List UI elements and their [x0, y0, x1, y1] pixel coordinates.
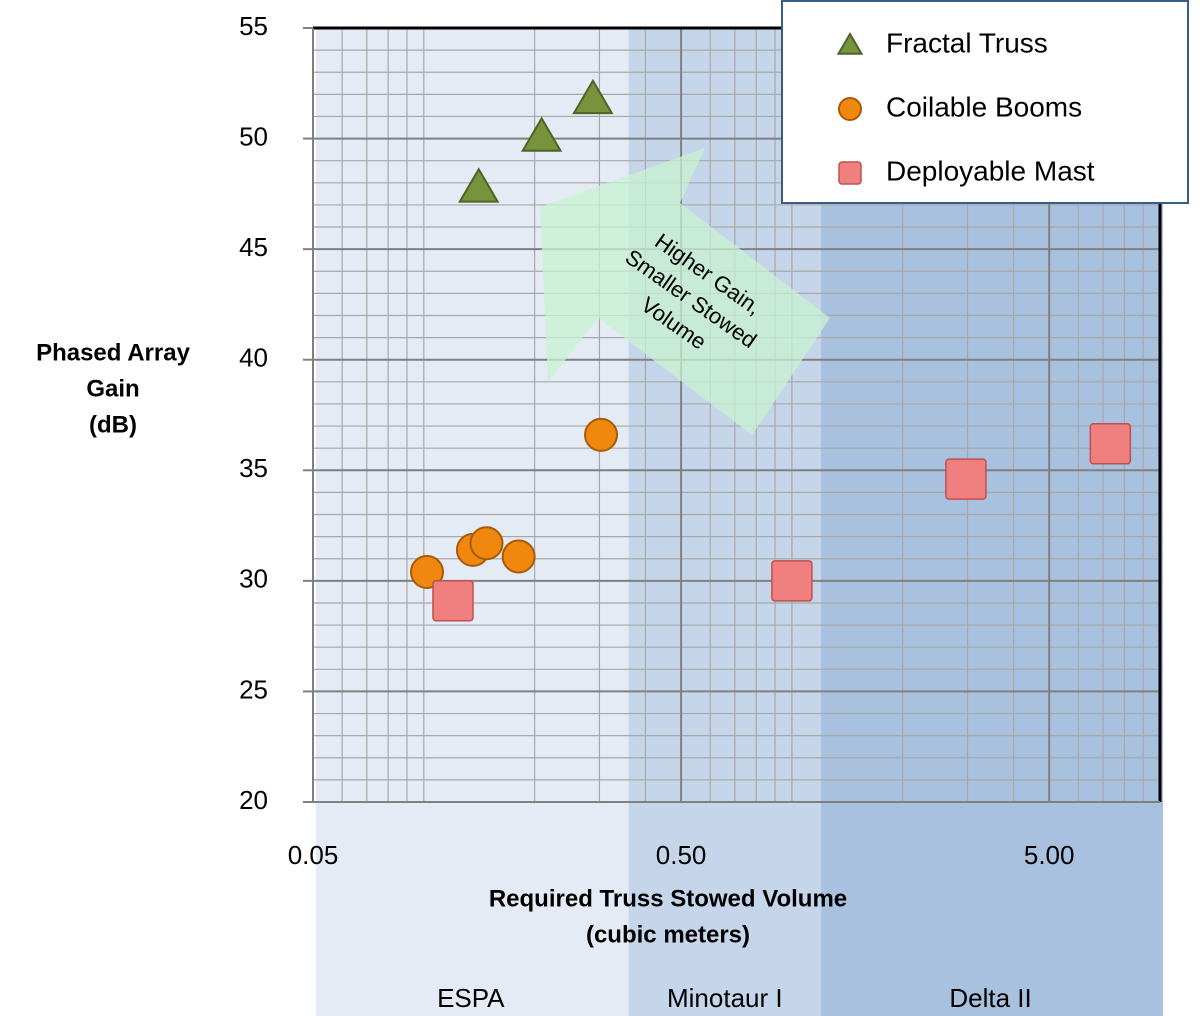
y-tick-label: 50	[239, 121, 268, 151]
marker-triangle	[836, 32, 864, 55]
y-tick-label: 20	[239, 785, 268, 815]
marker-circle	[584, 417, 619, 452]
marker-triangle	[458, 167, 500, 203]
labels: ESPA Minotaur I Delta II 0.05 0.50 5.00 20 25 30…	[36, 11, 1074, 1013]
y-axis-label: Phased Array	[36, 339, 191, 366]
y-tick-label: 55	[239, 11, 268, 41]
band-label: ESPA	[437, 983, 505, 1013]
x-axis-label: (cubic meters)	[586, 921, 750, 948]
marker-square	[432, 580, 474, 622]
x-tick-label: 5.00	[1024, 840, 1075, 870]
x-axis-label: Required Truss Stowed Volume	[489, 885, 847, 912]
marker-square	[838, 161, 862, 185]
legend-label: Deployable Mast	[886, 155, 1095, 186]
marker-square	[1089, 422, 1132, 465]
y-tick-label: 30	[239, 564, 268, 594]
x-tick-label: 0.05	[288, 840, 339, 870]
marker-circle	[409, 555, 444, 590]
marker-circle	[469, 526, 504, 561]
y-axis-label: Gain	[86, 375, 139, 402]
marks	[409, 78, 1132, 622]
annotation-arrow	[540, 148, 830, 435]
legend: Fractal Truss Coilable Booms Deployable Ma…	[781, 0, 1189, 204]
marker-square	[945, 458, 987, 500]
marker-square	[771, 560, 813, 602]
band-label: Minotaur I	[667, 983, 783, 1013]
y-axis-label: (dB)	[89, 411, 137, 438]
marker-circle	[838, 97, 862, 121]
marker-triangle	[521, 116, 563, 152]
band	[316, 28, 629, 1016]
marker-triangle	[572, 78, 614, 115]
x-tick-label: 0.50	[656, 840, 707, 870]
y-tick-label: 45	[239, 232, 268, 262]
y-tick-label: 40	[239, 343, 268, 373]
band-label: Delta II	[949, 983, 1031, 1013]
marker-circle	[501, 539, 536, 574]
legend-label: Coilable Booms	[886, 91, 1082, 122]
legend-label: Fractal Truss	[886, 27, 1048, 58]
y-tick-label: 35	[239, 453, 268, 483]
y-tick-label: 25	[239, 674, 268, 704]
